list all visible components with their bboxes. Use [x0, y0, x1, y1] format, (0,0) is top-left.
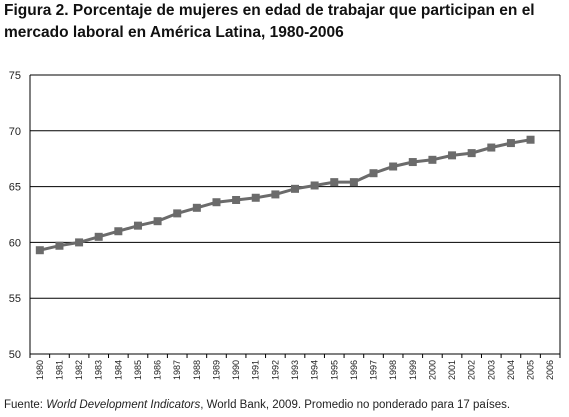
x-tick-label: 1987: [172, 360, 182, 380]
data-point: [408, 158, 417, 167]
data-point: [389, 162, 398, 171]
source-prefix: Fuente:: [4, 399, 47, 411]
data-point: [35, 246, 44, 255]
y-tick-label: 55: [9, 293, 21, 305]
chart-title: Figura 2. Porcentaje de mujeres en edad …: [4, 0, 564, 44]
x-tick-label: 2000: [427, 360, 437, 380]
data-point: [526, 135, 535, 144]
data-point: [448, 151, 457, 160]
source-suffix: , World Bank, 2009. Promedio no ponderad…: [200, 399, 511, 411]
x-tick-label: 2001: [447, 360, 457, 380]
data-point: [506, 139, 515, 148]
data-point: [291, 184, 299, 193]
data-point: [94, 232, 103, 241]
data-point: [212, 198, 221, 207]
x-tick-label: 2004: [506, 360, 516, 380]
data-point: [271, 190, 280, 199]
x-tick-label: 2005: [526, 360, 536, 380]
x-tick-label: 1981: [54, 360, 64, 380]
chart-title-line1: Figura 2. Porcentaje de mujeres en edad …: [4, 2, 535, 19]
x-tick-label: 1985: [133, 360, 143, 380]
x-tick-label: 1992: [270, 360, 280, 380]
data-point: [369, 169, 378, 178]
x-tick-label: 1994: [310, 360, 320, 380]
data-point: [487, 143, 496, 152]
source-publication: World Development Indicators: [46, 399, 201, 411]
data-point: [310, 181, 319, 190]
x-tick-label: 1996: [349, 360, 359, 380]
y-tick-label: 65: [9, 182, 21, 194]
x-tick-label: 1991: [251, 360, 261, 380]
x-tick-label: 1997: [369, 360, 379, 380]
data-point: [173, 209, 182, 218]
data-point: [192, 203, 201, 212]
data-point: [114, 227, 123, 236]
y-tick-label: 70: [9, 126, 21, 138]
x-tick-label: 1980: [35, 360, 45, 380]
x-tick-label: 1986: [153, 360, 163, 380]
data-point: [232, 195, 241, 204]
data-point: [330, 178, 339, 187]
y-tick-label: 60: [9, 237, 21, 249]
x-tick-label: 1993: [290, 360, 300, 380]
data-point: [251, 193, 260, 202]
x-tick-label: 1990: [231, 360, 241, 380]
source-note: Fuente: World Development Indicators, Wo…: [4, 399, 510, 411]
x-tick-label: 1983: [94, 360, 104, 380]
data-point: [133, 221, 142, 230]
series-line: [39, 138, 531, 252]
x-tick-label: 1982: [74, 360, 84, 380]
data-point: [75, 238, 84, 247]
x-tick-label: 2002: [467, 360, 477, 380]
y-tick-label: 75: [9, 70, 21, 82]
data-point: [467, 149, 476, 158]
data-point: [428, 155, 437, 164]
data-point: [349, 178, 358, 187]
y-tick-label: 50: [9, 349, 21, 361]
x-tick-label: 2003: [486, 360, 496, 380]
x-tick-label: 1995: [329, 360, 339, 380]
x-tick-label: 1988: [192, 360, 202, 380]
data-point: [153, 217, 162, 226]
x-tick-label: 1999: [408, 360, 418, 380]
x-tick-label: 2006: [545, 360, 555, 380]
x-tick-label: 1989: [211, 360, 221, 380]
data-point: [55, 241, 64, 250]
chart-title-line2: mercado laboral en América Latina, 1980-…: [4, 24, 344, 41]
x-tick-label: 1984: [113, 360, 123, 380]
x-tick-label: 1998: [388, 360, 398, 380]
